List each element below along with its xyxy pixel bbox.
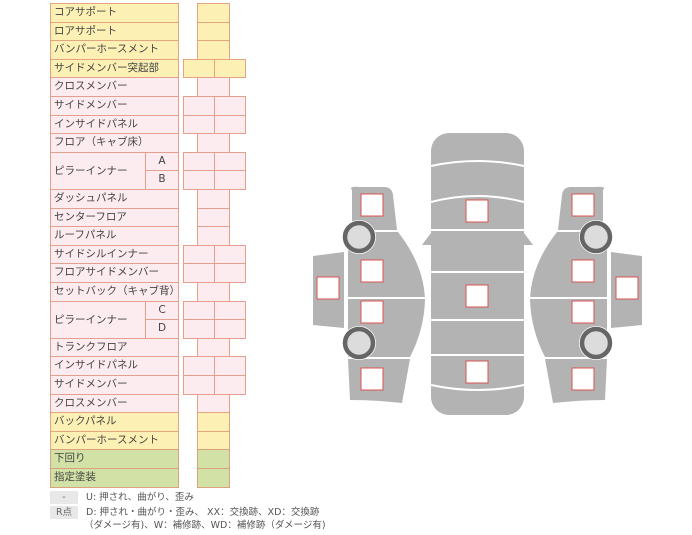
damage-cell-right[interactable]	[214, 58, 246, 79]
part-label: フロア（キャブ床）	[50, 133, 179, 153]
damage-cell-right[interactable]	[214, 319, 246, 339]
part-label: インサイドパネル	[50, 114, 179, 135]
damage-cell[interactable]	[197, 468, 230, 488]
damage-cell-right[interactable]	[214, 170, 246, 190]
part-label: サイドメンバー	[50, 96, 179, 116]
pillar-sub-label: A	[145, 151, 179, 172]
wheel-icon	[579, 326, 613, 360]
damage-check-box[interactable]	[360, 259, 384, 283]
right-arrow-icon	[524, 233, 533, 245]
legend-text: （ダメージ有)、W：補修跡、WD：補修跡（ダメージ有)	[84, 520, 326, 531]
damage-cell-right[interactable]	[214, 114, 246, 135]
damage-check-box[interactable]	[316, 276, 340, 300]
damage-check-box[interactable]	[571, 259, 595, 283]
damage-cell-right[interactable]	[214, 263, 246, 283]
damage-check-box[interactable]	[571, 300, 595, 324]
legend-text: U: 押され、曲がり、歪み	[86, 492, 194, 503]
part-label: サイドメンバー突起部	[50, 58, 179, 79]
wheel-icon	[342, 326, 376, 360]
damage-check-box[interactable]	[571, 193, 595, 217]
damage-check-box[interactable]	[465, 284, 489, 308]
panel-line	[430, 160, 525, 167]
damage-check-box[interactable]	[360, 300, 384, 324]
damage-check-box[interactable]	[465, 199, 489, 223]
part-label: バックパネル	[50, 412, 179, 432]
pillar-sub-label: C	[145, 300, 179, 321]
damage-cell-right[interactable]	[214, 375, 246, 395]
damage-check-box[interactable]	[615, 276, 639, 300]
part-label: フロアサイドメンバー	[50, 263, 179, 283]
damage-check-box[interactable]	[571, 367, 595, 391]
wheel-icon	[342, 220, 376, 254]
part-label: ピラーインナー	[50, 300, 146, 339]
part-label: サイドシルインナー	[50, 244, 179, 265]
car-top-view	[431, 133, 524, 415]
part-label: センターフロア	[50, 207, 179, 228]
legend-key: R点	[50, 506, 78, 519]
part-label: ピラーインナー	[50, 151, 146, 190]
legend-text: D: 押され・曲がり・歪み、 XX：交換跡、XD：交換跡	[86, 507, 320, 518]
part-label: 指定塗装	[50, 468, 179, 488]
damage-check-box[interactable]	[465, 360, 489, 384]
part-label: バンパーホースメント	[50, 430, 179, 451]
panel-line	[430, 195, 525, 203]
damage-check-box[interactable]	[360, 193, 384, 217]
part-label: クロスメンバー	[50, 393, 179, 414]
part-label: バンパーホースメント	[50, 40, 179, 60]
legend-key: -	[50, 491, 78, 504]
left-arrow-icon	[422, 233, 431, 245]
wheel-icon	[579, 220, 613, 254]
panel-line	[430, 384, 525, 391]
part-label: クロスメンバー	[50, 77, 179, 97]
damage-check-box[interactable]	[360, 367, 384, 391]
